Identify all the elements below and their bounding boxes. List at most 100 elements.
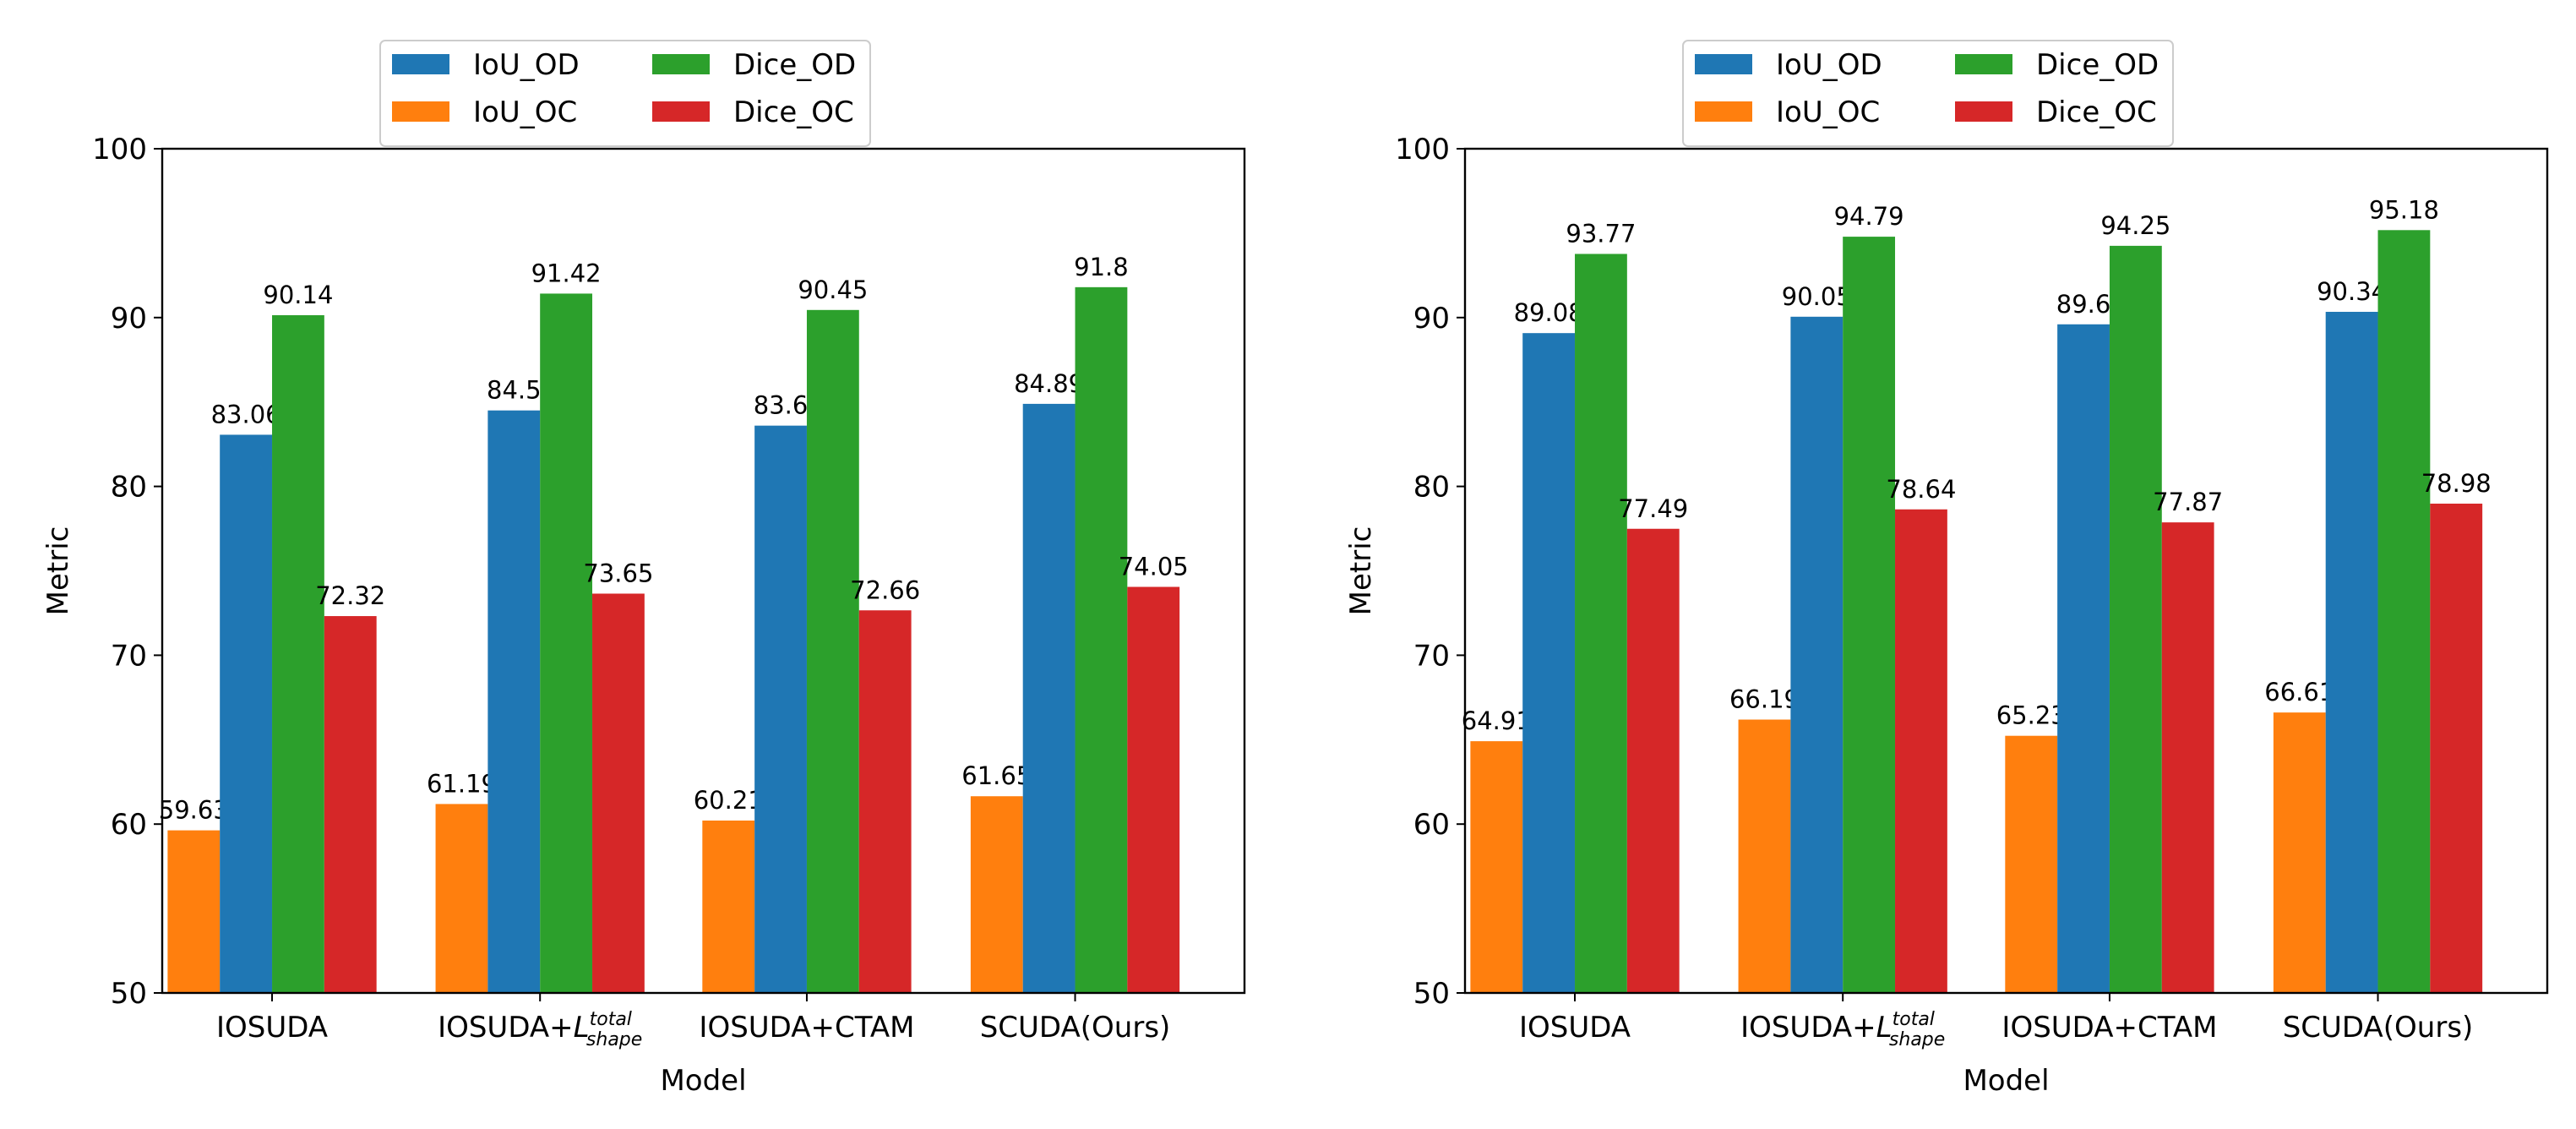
bar-iou-oc-4 <box>2273 712 2326 993</box>
legend-swatch <box>652 54 710 74</box>
data-label: 94.79 <box>1834 202 1904 231</box>
y-tick-label: 60 <box>1413 808 1450 842</box>
x-tick-label: IOSUDA+CTAM <box>2001 1011 2217 1044</box>
legend-swatch <box>652 101 710 122</box>
bar-dice-od-2 <box>540 293 593 993</box>
data-label: 91.8 <box>1074 253 1129 281</box>
data-label: 84.5 <box>487 376 542 405</box>
bar-iou-od-2 <box>1790 316 1844 993</box>
data-label: 84.89 <box>1014 369 1084 398</box>
data-label: 72.66 <box>850 575 920 604</box>
data-label: 66.19 <box>1729 685 1800 714</box>
data-label: 72.32 <box>315 581 385 610</box>
x-tick-label: IOSUDA+Ltotal shape <box>1740 1009 1945 1050</box>
x-tick-label: IOSUDA <box>1519 1011 1631 1044</box>
x-tick-label: SCUDA(Ours) <box>2283 1011 2474 1044</box>
data-label: 89.6 <box>2056 290 2111 319</box>
y-tick-label: 70 <box>111 639 147 673</box>
bar-iou-od-3 <box>2057 324 2110 993</box>
bar-iou-od-3 <box>754 425 807 993</box>
bar-dice-oc-1 <box>324 616 377 993</box>
bar-dice-oc-4 <box>2430 503 2483 993</box>
chart-panel-1: 59.63 83.06 90.14 72.32 61.19 84.5 91.42 73.65 6… <box>41 40 1246 1098</box>
legend-swatch <box>1955 54 2012 74</box>
bar-dice-oc-2 <box>592 593 645 993</box>
legend-label: IoU_OC <box>473 95 577 129</box>
legend: IoU_OD Dice_OD IoU_OC Dice_OC <box>379 40 871 147</box>
bar-dice-od-3 <box>2109 245 2162 993</box>
y-axis-label: Metric <box>1344 526 1378 616</box>
y-tick-label: 90 <box>111 302 147 335</box>
y-tick-label: 70 <box>1413 639 1450 673</box>
bar-iou-od-4 <box>1022 403 1076 993</box>
y-tick-label: 90 <box>1413 302 1450 335</box>
data-label: 66.61 <box>2264 678 2334 706</box>
x-tick-label: SCUDA(Ours) <box>980 1011 1171 1044</box>
bar-iou-oc-2 <box>435 804 488 993</box>
legend: IoU_OD Dice_OD IoU_OC Dice_OC <box>1682 40 2174 147</box>
bar-iou-od-1 <box>220 434 273 993</box>
legend-swatch <box>392 54 449 74</box>
data-label: 59.63 <box>159 796 229 825</box>
bar-iou-oc-1 <box>167 830 221 993</box>
data-label: 83.6 <box>754 391 809 420</box>
bar-iou-oc-3 <box>2005 735 2058 993</box>
data-label: 65.23 <box>1996 701 2067 730</box>
bar-dice-oc-2 <box>1895 509 1947 993</box>
legend-label: Dice_OC <box>2036 95 2157 129</box>
legend-label: Dice_OD <box>2036 48 2159 82</box>
legend-swatch <box>1695 54 1752 74</box>
legend-swatch <box>392 101 449 122</box>
data-label: 74.05 <box>1119 552 1189 581</box>
legend-box <box>1682 40 2174 147</box>
bar-iou-od-1 <box>1522 333 1576 993</box>
legend-label: Dice_OD <box>733 48 856 82</box>
data-label: 91.42 <box>531 259 602 287</box>
x-tick-label: IOSUDA+Ltotal shape <box>438 1009 642 1050</box>
y-tick-label: 100 <box>92 133 147 166</box>
x-tick-label: IOSUDA+CTAM <box>699 1011 914 1044</box>
legend-swatch <box>1695 101 1752 122</box>
data-label: 93.77 <box>1566 219 1636 248</box>
x-axis-label: Model <box>1963 1064 2049 1098</box>
bar-dice-od-1 <box>272 315 324 993</box>
axes-frame <box>161 147 1246 995</box>
data-label: 90.05 <box>1782 282 1852 311</box>
data-label: 61.19 <box>427 769 497 798</box>
bar-dice-od-3 <box>806 309 859 993</box>
x-axis-label: Model <box>660 1064 746 1098</box>
bar-dice-oc-3 <box>2161 522 2214 993</box>
data-label: 64.91 <box>1462 706 1532 735</box>
legend-label: IoU_OC <box>1776 95 1880 129</box>
data-label: 90.14 <box>263 281 333 309</box>
y-tick-label: 100 <box>1395 133 1450 166</box>
bar-iou-oc-2 <box>1738 719 1791 993</box>
x-tick-label: IOSUDA <box>216 1011 328 1044</box>
bar-dice-od-2 <box>1843 237 1896 994</box>
bar-dice-oc-3 <box>858 610 912 993</box>
data-label: 95.18 <box>2369 195 2439 224</box>
y-tick-label: 60 <box>111 808 147 842</box>
data-label: 83.06 <box>211 400 281 428</box>
data-label: 78.98 <box>2421 469 2492 498</box>
y-tick-label: 80 <box>111 471 147 505</box>
bar-dice-oc-4 <box>1127 586 1180 993</box>
y-axis-label: Metric <box>41 526 75 616</box>
data-label: 90.45 <box>798 275 868 304</box>
data-label: 78.64 <box>1886 475 1956 504</box>
legend-swatch <box>1955 101 2012 122</box>
data-label: 89.08 <box>1514 298 1584 327</box>
legend-box <box>379 40 871 147</box>
data-label: 94.25 <box>2100 211 2170 240</box>
bar-iou-od-2 <box>487 410 541 993</box>
data-label: 90.34 <box>2317 277 2387 306</box>
data-label: 73.65 <box>583 559 653 587</box>
chart-panel-2: 64.91 89.08 93.77 77.49 66.19 90.05 94.79 78.64… <box>1344 40 2549 1098</box>
bar-dice-od-4 <box>2377 230 2431 993</box>
bar-dice-od-1 <box>1575 254 1627 994</box>
y-tick-label: 50 <box>1413 977 1450 1011</box>
data-label: 77.87 <box>2153 488 2223 516</box>
bar-iou-oc-3 <box>702 821 755 993</box>
bar-dice-oc-1 <box>1626 528 1680 993</box>
